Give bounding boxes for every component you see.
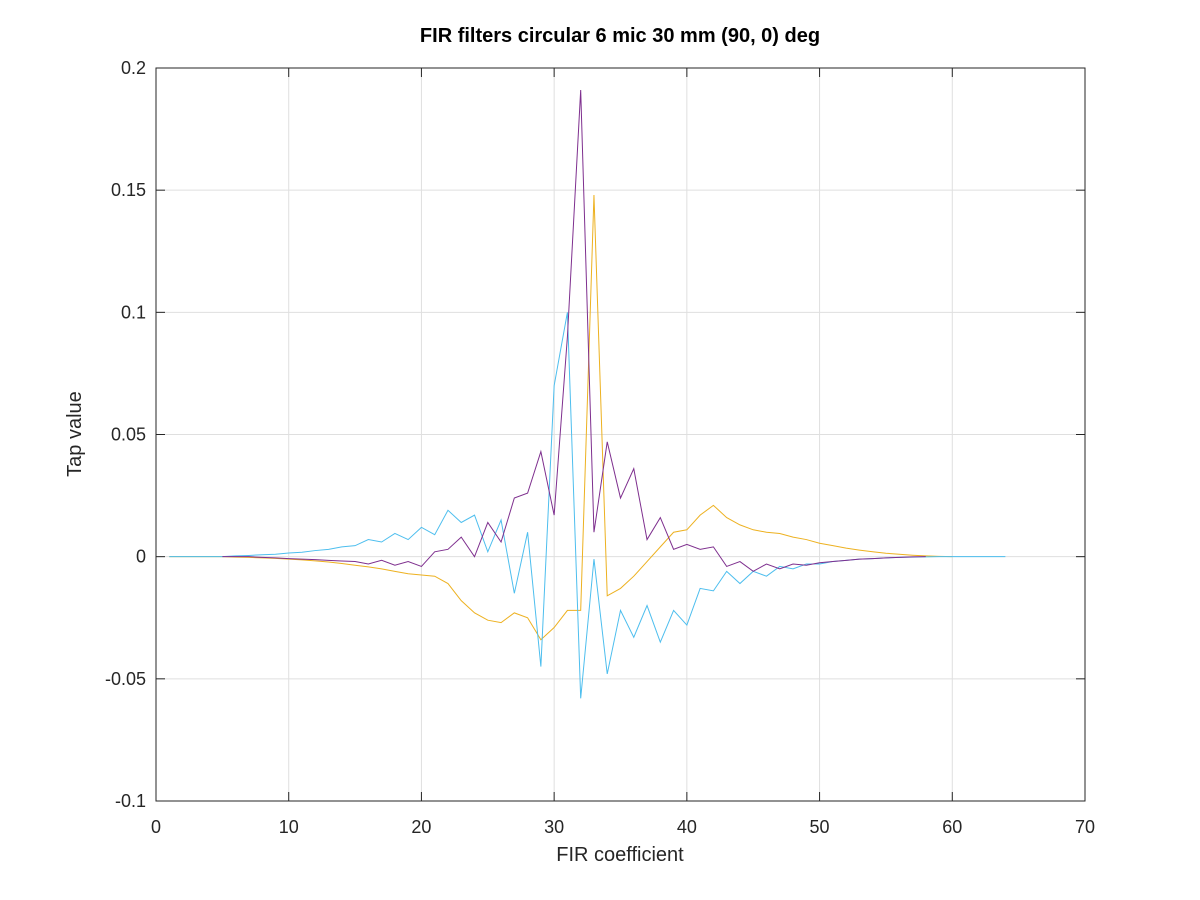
- x-tick-label: 40: [677, 817, 697, 837]
- y-tick-label: -0.05: [105, 669, 146, 689]
- y-tick-label: -0.1: [115, 791, 146, 811]
- series-line-1: [169, 195, 953, 641]
- x-tick-label: 10: [279, 817, 299, 837]
- y-tick-label: 0.2: [121, 58, 146, 78]
- data-series: [169, 89, 1006, 699]
- x-tick-label: 50: [810, 817, 830, 837]
- x-tick-label: 70: [1075, 817, 1095, 837]
- y-tick-label: 0.05: [111, 425, 146, 445]
- x-tick-label: 0: [151, 817, 161, 837]
- series-line-3: [222, 89, 926, 572]
- x-tick-label: 60: [942, 817, 962, 837]
- y-tick-label: 0.15: [111, 180, 146, 200]
- y-tick-labels: -0.1 -0.05 0 0.05 0.1 0.15 0.2: [105, 58, 146, 811]
- x-tick-labels: 0 10 20 30 40 50 60 70: [151, 817, 1095, 837]
- y-tick-label: 0: [136, 547, 146, 567]
- y-axis-label: Tap value: [64, 391, 86, 477]
- x-axis-label: FIR coefficient: [556, 844, 684, 866]
- axis-ticks: [155, 67, 1086, 802]
- x-tick-label: 20: [411, 817, 431, 837]
- y-tick-label: 0.1: [121, 302, 146, 322]
- chart-title: FIR filters circular 6 mic 30 mm (90, 0)…: [420, 25, 820, 47]
- x-tick-label: 30: [544, 817, 564, 837]
